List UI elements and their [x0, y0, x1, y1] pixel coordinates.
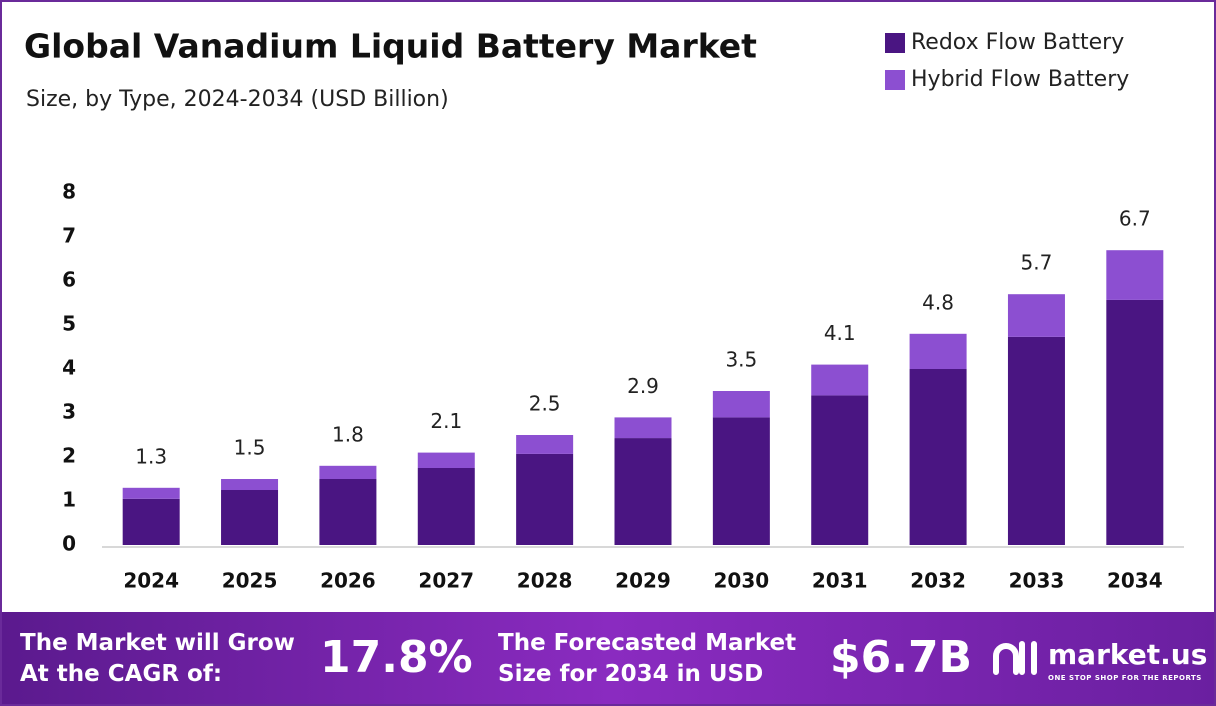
bar-segment — [1007, 294, 1065, 337]
x-tick-label: 2033 — [1009, 569, 1065, 593]
chart-subtitle: Size, by Type, 2024-2034 (USD Billion) — [26, 87, 449, 112]
total-label: 1.8 — [332, 422, 364, 446]
bar-segment — [417, 452, 475, 468]
bar-segment — [221, 479, 279, 490]
bar-segment — [516, 435, 574, 454]
x-tick-label: 2032 — [910, 569, 966, 593]
x-tick-label: 2027 — [418, 569, 474, 593]
total-label: 2.5 — [529, 392, 561, 416]
bar-segment — [122, 498, 180, 545]
y-tick-label: 5 — [62, 312, 76, 336]
y-tick-label: 2 — [62, 444, 76, 468]
x-tick-label: 2031 — [812, 569, 868, 593]
bar-segment — [909, 369, 967, 545]
bar-segment — [122, 487, 180, 499]
brand-logo — [993, 641, 1037, 675]
footer-banner: The Market will Grow At the CAGR of: 17.… — [2, 612, 1214, 704]
x-tick-label: 2030 — [714, 569, 770, 593]
y-tick-label: 3 — [62, 400, 76, 424]
legend-swatch — [885, 33, 905, 53]
forecast-text: The Forecasted Market Size for 2034 in U… — [498, 630, 797, 687]
chart-title: Global Vanadium Liquid Battery Market — [24, 27, 757, 66]
bar-segment — [614, 417, 672, 439]
bar-segment — [1007, 336, 1065, 545]
bar-segment — [614, 438, 672, 545]
x-tick-label: 2026 — [320, 569, 376, 593]
x-tick-label: 2034 — [1107, 569, 1163, 593]
total-label: 6.7 — [1119, 207, 1151, 231]
brand: market.us — [1048, 638, 1208, 671]
legend-swatch — [885, 70, 905, 90]
bar-segment — [712, 391, 770, 418]
y-tick-label: 0 — [62, 532, 76, 556]
y-tick-label: 6 — [62, 268, 76, 292]
y-tick-label: 1 — [62, 488, 76, 512]
legend-label: Redox Flow Battery — [911, 30, 1124, 55]
bar-segment — [221, 490, 279, 545]
bar-segment — [811, 395, 869, 545]
x-tick-label: 2028 — [517, 569, 573, 593]
bar-segment — [417, 468, 475, 545]
cagr-text: The Market will Grow At the CAGR of: — [20, 630, 295, 687]
legend-label: Hybrid Flow Battery — [911, 67, 1129, 92]
total-label: 3.5 — [725, 348, 757, 372]
y-tick-label: 8 — [62, 180, 76, 204]
x-tick-label: 2024 — [123, 569, 179, 593]
total-label: 5.7 — [1021, 251, 1053, 275]
total-label: 4.8 — [922, 290, 954, 314]
chart: Global Vanadium Liquid Battery Market Si… — [24, 27, 1184, 593]
y-tick-label: 7 — [62, 224, 76, 248]
x-tick-label: 2029 — [615, 569, 671, 593]
total-label: 2.9 — [627, 374, 659, 398]
total-label: 2.1 — [430, 409, 462, 433]
x-tick-label: 2025 — [222, 569, 278, 593]
y-tick-label: 4 — [62, 356, 76, 380]
bar-segment — [712, 417, 770, 545]
total-label: 4.1 — [824, 321, 856, 345]
forecast-value: $6.7B — [830, 632, 973, 683]
bar-segment — [811, 364, 869, 396]
total-label: 1.3 — [135, 444, 167, 468]
bar-segment — [1106, 299, 1164, 545]
bar-segment — [516, 453, 574, 545]
bar-segment — [319, 479, 377, 545]
tagline: ONE STOP SHOP FOR THE REPORTS — [1048, 674, 1202, 682]
cagr-value: 17.8% — [320, 632, 473, 683]
bar-segment — [1106, 250, 1164, 300]
bar-segment — [909, 333, 967, 369]
bar-segment — [319, 465, 377, 479]
total-label: 1.5 — [234, 436, 266, 460]
